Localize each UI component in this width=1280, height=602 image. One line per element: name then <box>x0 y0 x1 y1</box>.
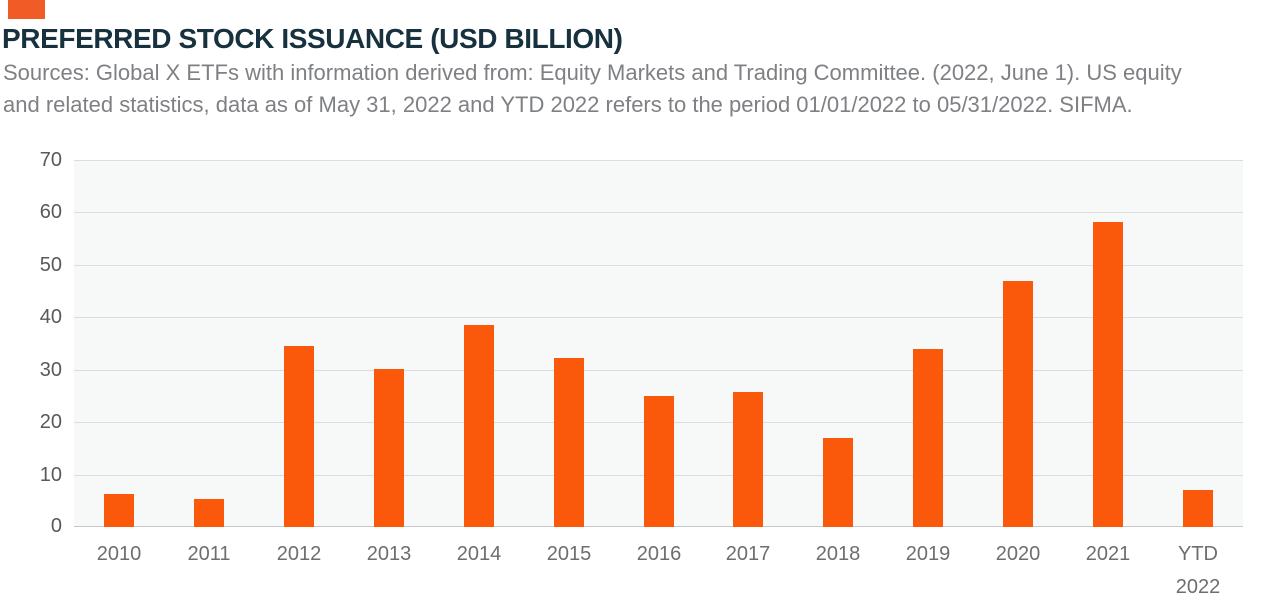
y-axis-tick-label-60: 60 <box>39 201 62 223</box>
y-axis-tick-label-70: 70 <box>39 149 62 171</box>
source-attribution: Sources: Global X ETFs with information … <box>3 57 1182 121</box>
bar-2012 <box>284 346 314 527</box>
y-axis-tick-label-20: 20 <box>39 411 62 433</box>
bar-ytd-2022 <box>1183 490 1213 527</box>
gridline-y60 <box>74 212 1243 213</box>
x-axis-label-2010: 2010 <box>96 543 142 565</box>
x-axis-label-2018: 2018 <box>815 543 861 565</box>
bar-2017 <box>733 392 763 527</box>
source-line-2: and related statistics, data as of May 3… <box>3 92 1133 117</box>
y-axis-tick-label-10: 10 <box>39 464 62 486</box>
x-axis-label-2013: 2013 <box>366 543 412 565</box>
gridline-y70 <box>74 160 1243 161</box>
y-axis-tick-label-0: 0 <box>50 515 62 537</box>
x-axis-label-2011: 2011 <box>187 543 231 565</box>
x-axis-label-2021: 2021 <box>1085 543 1131 565</box>
bar-2019 <box>913 349 943 527</box>
x-axis-label-2017: 2017 <box>725 543 771 565</box>
y-axis-tick-label-40: 40 <box>39 306 62 328</box>
x-axis-label-2020: 2020 <box>995 543 1041 565</box>
x-axis-label-2019: 2019 <box>905 543 951 565</box>
bar-2016 <box>644 396 674 527</box>
y-axis-tick-label-50: 50 <box>39 254 62 276</box>
bar-2021 <box>1093 222 1123 527</box>
brand-accent-square <box>8 0 45 19</box>
x-axis-label-2014: 2014 <box>456 543 502 565</box>
bar-2018 <box>823 438 853 527</box>
x-axis-label-ytd-2022: YTD 2022 <box>1175 543 1221 598</box>
chart-title: PREFERRED STOCK ISSUANCE (USD BILLION) <box>2 23 623 54</box>
bar-2010 <box>104 494 134 527</box>
x-axis-label-2016: 2016 <box>636 543 682 565</box>
bar-2011 <box>194 499 224 527</box>
source-line-1: Sources: Global X ETFs with information … <box>3 60 1182 85</box>
gridline-y40 <box>74 317 1243 318</box>
bar-2014 <box>464 325 494 527</box>
x-axis-label-2012: 2012 <box>276 543 322 565</box>
x-axis-label-2015: 2015 <box>546 543 592 565</box>
bar-2015 <box>554 358 584 527</box>
y-axis-tick-label-30: 30 <box>39 359 62 381</box>
gridline-y50 <box>74 265 1243 266</box>
bar-2013 <box>374 369 404 527</box>
bar-chart-plot-area: 0 10 20 30 40 50 60 70 2010 2011 2012 2013 2014 2015 2… <box>40 149 1243 598</box>
bar-2020 <box>1003 281 1033 527</box>
gridline-y30 <box>74 370 1243 371</box>
